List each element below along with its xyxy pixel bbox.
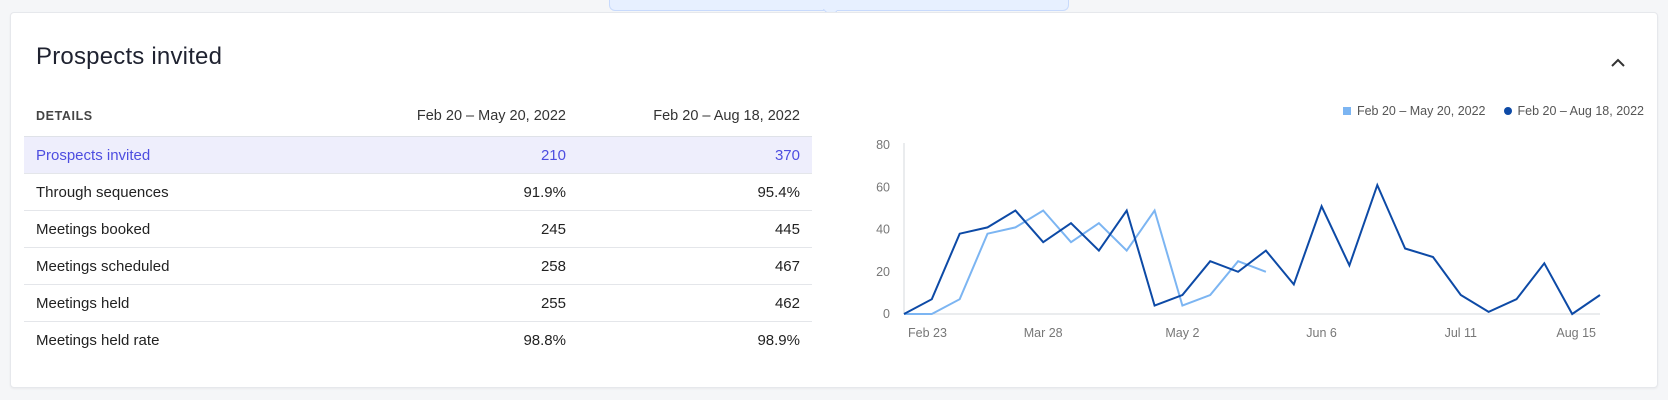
- x-tick-label: Jul 11: [1445, 326, 1477, 340]
- row-label: Through sequences: [24, 173, 354, 211]
- row-label: Meetings booked: [24, 210, 354, 248]
- x-tick-label: Jun 6: [1306, 326, 1337, 340]
- cell-value: 467: [578, 247, 812, 285]
- cell-value: 210: [354, 136, 578, 174]
- row-label: Meetings held: [24, 284, 354, 322]
- chart-legend: Feb 20 – May 20, 2022 Feb 20 – Aug 18, 2…: [1342, 104, 1645, 118]
- table-row[interactable]: Through sequences 91.9% 95.4%: [24, 173, 812, 211]
- cell-value: 91.9%: [354, 173, 578, 211]
- row-label: Prospects invited: [24, 136, 354, 174]
- row-label: Meetings held rate: [36, 331, 160, 349]
- y-tick-label: 60: [876, 180, 890, 194]
- legend-item[interactable]: Feb 20 – May 20, 2022: [1342, 104, 1486, 118]
- column-header: DETAILS: [24, 96, 354, 137]
- cell-value: 95.4%: [578, 173, 812, 211]
- cell-value: 462: [578, 284, 812, 322]
- y-tick-label: 0: [883, 307, 890, 321]
- series-line-1[interactable]: [904, 208, 1267, 315]
- comparison-tab-indicator: [609, 0, 1069, 11]
- column-header: Feb 20 – Aug 18, 2022: [578, 96, 812, 137]
- section-title: Prospects invited: [36, 43, 223, 70]
- column-header: Feb 20 – May 20, 2022: [354, 96, 578, 137]
- x-tick-label: Aug 15: [1556, 326, 1596, 340]
- cell-value: 258: [354, 247, 578, 285]
- legend-item[interactable]: Feb 20 – Aug 18, 2022: [1503, 104, 1645, 118]
- table-row[interactable]: Meetings booked 245 445: [24, 210, 812, 248]
- y-tick-label: 40: [876, 223, 890, 237]
- cell-value: 98.9%: [757, 331, 800, 349]
- cell-value: 370: [578, 136, 812, 174]
- circle-marker-icon: [1503, 107, 1512, 115]
- chevron-up-icon[interactable]: [1607, 51, 1629, 73]
- table-header-row: DETAILS Feb 20 – May 20, 2022 Feb 20 – A…: [24, 96, 812, 137]
- legend-label: Feb 20 – May 20, 2022: [1356, 104, 1486, 118]
- y-tick-label: 80: [876, 138, 890, 152]
- y-tick-label: 20: [876, 265, 890, 279]
- series-line-2[interactable]: [903, 182, 1601, 316]
- cell-value: 98.8%: [523, 331, 566, 349]
- cell-value: 245: [354, 210, 578, 248]
- table-row[interactable]: Meetings held 255 462: [24, 284, 812, 322]
- row-label: Meetings scheduled: [24, 247, 354, 285]
- cell-value: 445: [578, 210, 812, 248]
- x-tick-label: Feb 23: [908, 326, 947, 340]
- details-table: DETAILS Feb 20 – May 20, 2022 Feb 20 – A…: [24, 96, 812, 358]
- table-row[interactable]: Meetings scheduled 258 467: [24, 247, 812, 285]
- x-tick-label: Mar 28: [1024, 326, 1063, 340]
- cell-value: 255: [354, 284, 578, 322]
- x-tick-label: May 2: [1165, 326, 1199, 340]
- table-row[interactable]: Meetings held rate 98.8% 98.9%: [24, 322, 812, 359]
- legend-label: Feb 20 – Aug 18, 2022: [1517, 104, 1645, 118]
- square-marker-icon: [1342, 107, 1351, 115]
- table-row[interactable]: Prospects invited 210 370: [24, 136, 812, 174]
